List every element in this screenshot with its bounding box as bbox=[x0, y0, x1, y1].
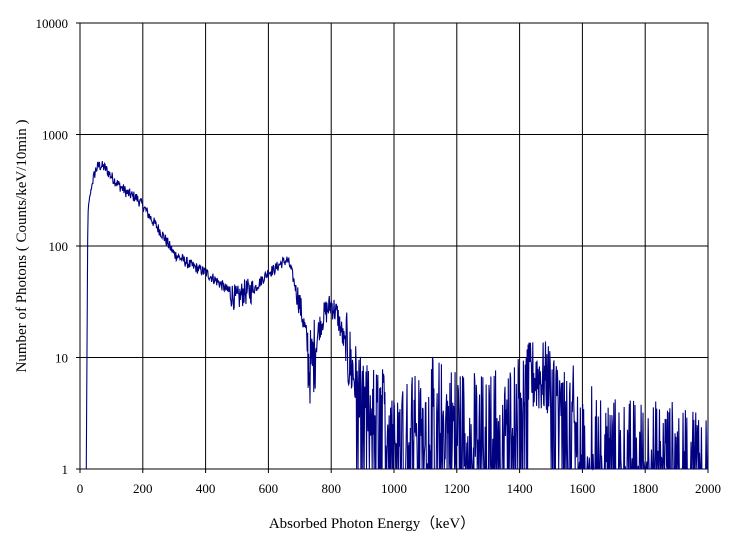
y-tick-label: 100 bbox=[49, 239, 69, 254]
y-tick-label: 10 bbox=[55, 351, 68, 366]
x-tick-label: 0 bbox=[77, 481, 84, 496]
x-tick-label: 1400 bbox=[507, 481, 533, 496]
spectrum-series-line bbox=[85, 161, 709, 471]
y-axis-ticks: 1 10 100 1000 10000 bbox=[36, 16, 80, 477]
y-axis-title: Number of Photons ( Counts/keV/10min ) bbox=[14, 120, 30, 373]
y-tick-label: 10000 bbox=[36, 16, 69, 31]
x-tick-label: 1800 bbox=[632, 481, 658, 496]
x-tick-label: 2000 bbox=[695, 481, 721, 496]
x-tick-label: 1000 bbox=[381, 481, 407, 496]
y-tick-label: 1000 bbox=[42, 128, 68, 143]
x-tick-label: 1200 bbox=[444, 481, 470, 496]
x-tick-label: 400 bbox=[196, 481, 216, 496]
y-tick-label: 1 bbox=[62, 462, 69, 477]
x-tick-label: 200 bbox=[133, 481, 153, 496]
x-tick-label: 1600 bbox=[569, 481, 595, 496]
grid-lines bbox=[80, 23, 708, 469]
x-axis-title: Absorbed Photon Energy（keV） bbox=[269, 515, 475, 532]
x-tick-label: 600 bbox=[259, 481, 279, 496]
x-axis-ticks: 0 200 400 600 800 1000 1200 1400 1600 1800 2000 bbox=[77, 469, 721, 496]
x-tick-label: 800 bbox=[321, 481, 341, 496]
